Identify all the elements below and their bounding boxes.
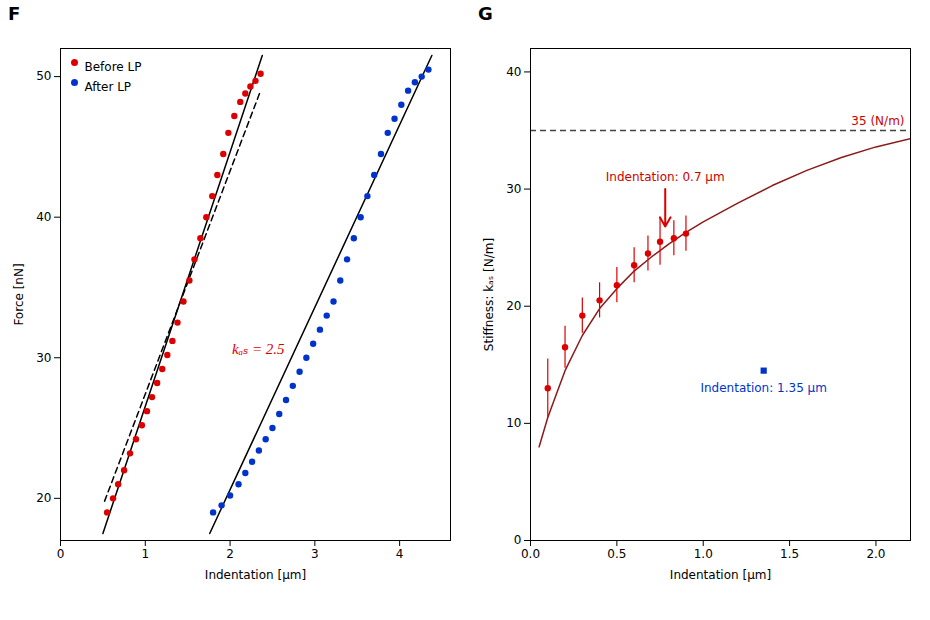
svg-text:1: 1	[141, 547, 149, 561]
svg-text:2.0: 2.0	[866, 547, 885, 561]
svg-text:2: 2	[226, 547, 234, 561]
html-text:G: G	[478, 3, 493, 24]
svg-text:50: 50	[36, 69, 51, 83]
svg-text:4: 4	[396, 547, 404, 561]
svg-text:0: 0	[57, 547, 65, 561]
svg-text:35 (N/m): 35 (N/m)	[851, 114, 904, 128]
svg-text:10: 10	[506, 416, 521, 430]
svg-text:After LP: After LP	[85, 80, 132, 94]
svg-text:0.0: 0.0	[521, 547, 540, 561]
svg-text:1.0: 1.0	[694, 547, 713, 561]
svg-text:30: 30	[506, 182, 521, 196]
svg-text:Stiffness: kₐₛ [N/m]: Stiffness: kₐₛ [N/m]	[482, 238, 496, 351]
svg-text:0.5: 0.5	[607, 547, 626, 561]
svg-text:Before LP: Before LP	[85, 60, 142, 74]
svg-text:Indentation [μm]: Indentation [μm]	[205, 568, 306, 582]
svg-text:Indentation: 0.7 μm: Indentation: 0.7 μm	[606, 170, 725, 184]
svg-text:20: 20	[36, 491, 51, 505]
svg-text:kₐₛ = 2.5: kₐₛ = 2.5	[232, 341, 285, 357]
svg-text:0: 0	[514, 533, 522, 547]
html-text:F: F	[8, 3, 21, 24]
svg-text:1.5: 1.5	[780, 547, 799, 561]
svg-text:20: 20	[506, 299, 521, 313]
svg-text:40: 40	[36, 210, 51, 224]
svg-text:30: 30	[36, 351, 51, 365]
svg-text:3: 3	[311, 547, 319, 561]
svg-text:40: 40	[506, 65, 521, 79]
svg-text:Indentation [μm]: Indentation [μm]	[670, 568, 771, 582]
svg-text:Force [nN]: Force [nN]	[12, 263, 26, 325]
svg-text:Indentation: 1.35 μm: Indentation: 1.35 μm	[700, 381, 827, 395]
